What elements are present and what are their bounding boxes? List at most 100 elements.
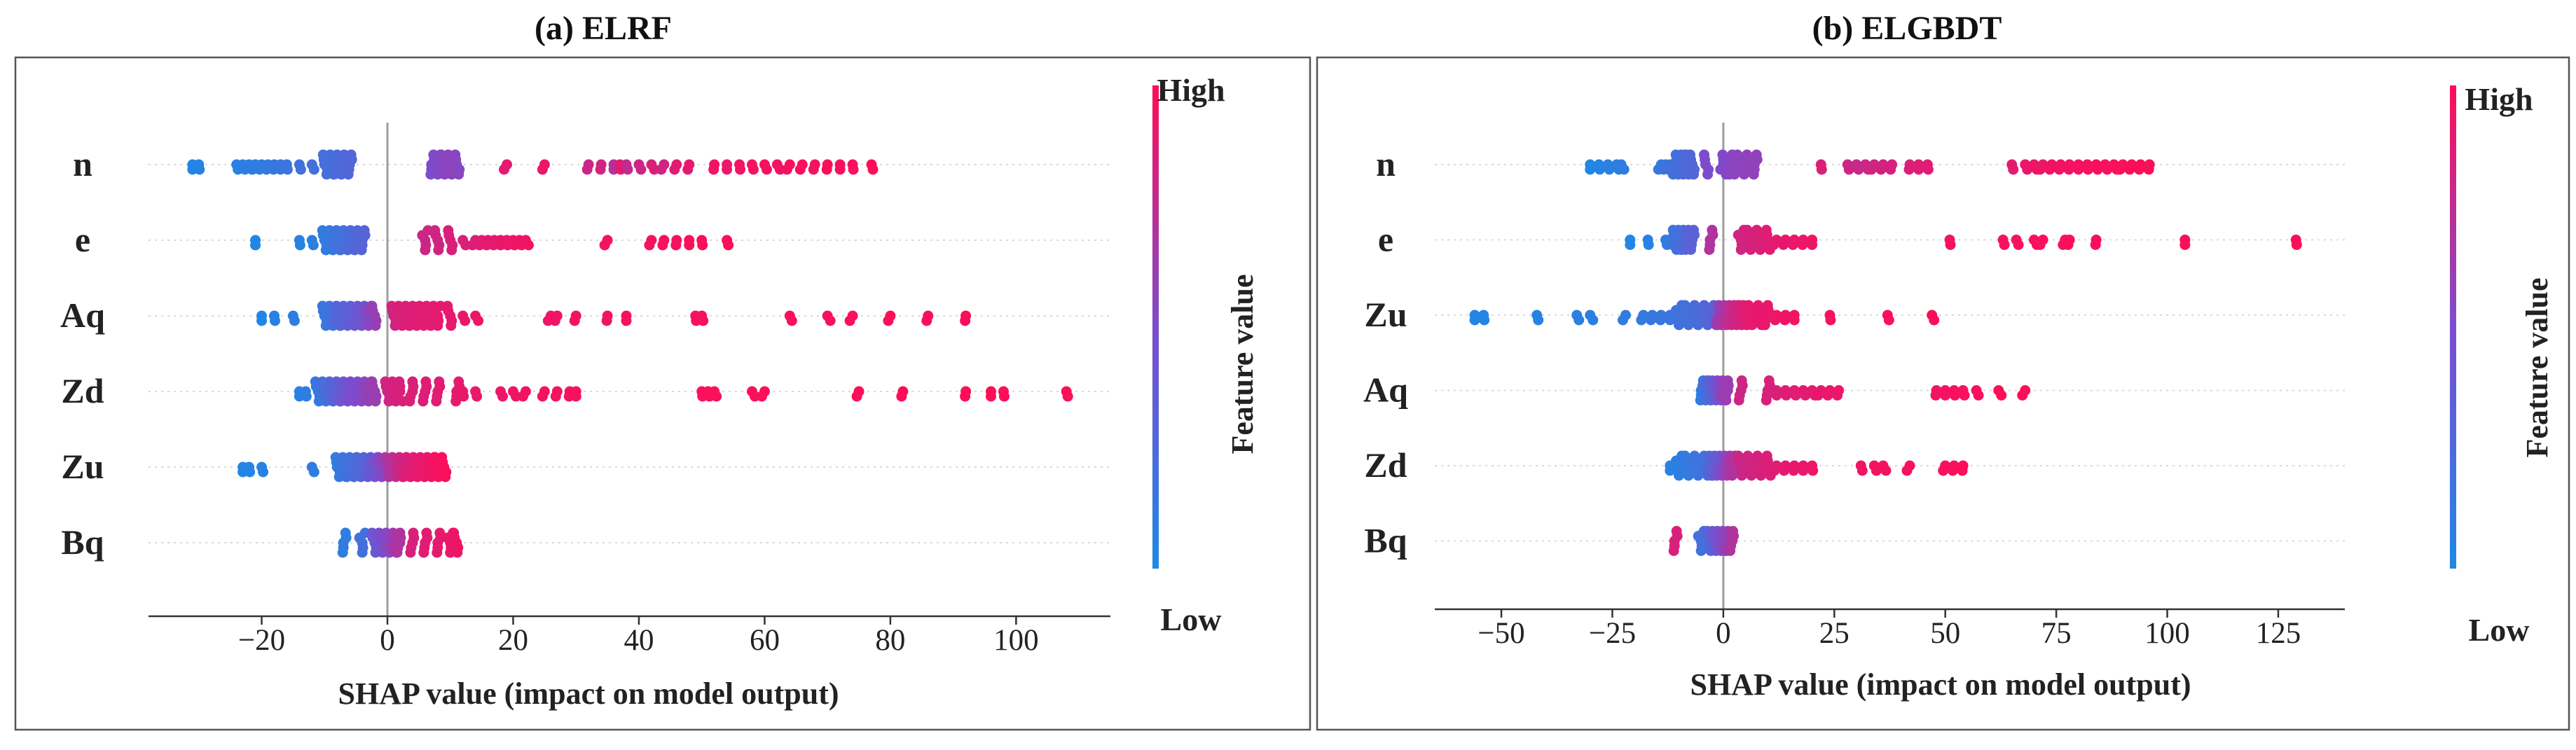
shap-point-zu xyxy=(1883,314,1894,326)
shap-point-aq xyxy=(442,300,453,312)
x-axis-label: SHAP value (impact on model output) xyxy=(1690,667,2191,702)
shap-point-zd xyxy=(1742,450,1754,461)
shap-point-bq xyxy=(408,527,419,539)
x-tick-label: 0 xyxy=(1716,617,1731,650)
colorbar xyxy=(1152,85,1159,569)
shap-point-bq xyxy=(405,547,416,558)
shap-point-aq xyxy=(1812,390,1824,401)
shap-point-n xyxy=(1913,164,1924,175)
shap-point-aq xyxy=(883,315,894,326)
shap-point-zd xyxy=(1727,470,1738,481)
shap-point-zd xyxy=(711,391,722,402)
shap-point-n xyxy=(499,164,510,175)
colorbar-title: Feature value xyxy=(2520,277,2554,457)
shap-point-e xyxy=(429,225,441,236)
shap-point-aq xyxy=(1949,390,1960,401)
shap-point-e xyxy=(1735,244,1747,255)
shap-point-n xyxy=(1885,164,1896,175)
shap-point-zd xyxy=(1857,465,1868,476)
shap-point-e xyxy=(2062,239,2074,250)
shap-point-zd xyxy=(1062,391,1073,402)
shap-point-n xyxy=(2134,164,2145,175)
shap-point-bq xyxy=(394,527,406,539)
x-tick-label: 100 xyxy=(2144,617,2190,650)
shap-point-zu xyxy=(1665,314,1676,326)
feature-rows: ne Zu Aq Zd Bq xyxy=(1363,144,2345,560)
shap-point-zu xyxy=(1779,314,1791,326)
shap-point-zd xyxy=(1752,450,1763,461)
shap-point-zd xyxy=(1788,465,1799,476)
shap-point-zd xyxy=(431,396,442,407)
shap-point-aq xyxy=(1790,390,1801,401)
shap-point-zd xyxy=(418,396,429,407)
shap-point-zd xyxy=(1880,465,1892,476)
feature-label-zu: Zu xyxy=(61,447,104,486)
shap-point-bq xyxy=(418,547,429,558)
shap-point-e xyxy=(446,244,457,256)
shap-point-n xyxy=(2063,164,2074,175)
shap-point-e xyxy=(1688,225,1700,235)
shap-point-zd xyxy=(420,376,432,387)
shap-point-e xyxy=(1625,239,1636,250)
shap-point-n xyxy=(1604,164,1615,175)
shap-point-zd xyxy=(1779,465,1790,476)
shap-point-zu xyxy=(1789,314,1800,326)
x-tick-label: 40 xyxy=(624,624,654,657)
x-tick-label: 25 xyxy=(1819,617,1850,650)
shap-point-zu xyxy=(436,452,448,463)
shap-point-zd xyxy=(1901,465,1913,476)
shap-point-zd xyxy=(1693,470,1704,481)
colorbar-high-label: High xyxy=(2465,81,2533,117)
shap-point-aq xyxy=(786,315,797,326)
panel-elgbdt: (b) ELGBDT ne Zu Aq Zd Bq −50 −25 0 25 50 75 100 12… xyxy=(1316,10,2570,731)
shap-point-zd xyxy=(985,391,996,402)
shap-point-aq xyxy=(1736,375,1747,386)
shap-point-n xyxy=(295,164,306,175)
shap-point-zu xyxy=(1617,314,1628,326)
shap-point-bq xyxy=(1725,546,1736,556)
shap-point-aq xyxy=(1771,390,1782,401)
shap-point-bq xyxy=(1728,526,1739,536)
shap-point-zu xyxy=(1825,314,1836,326)
shap-point-e xyxy=(1778,239,1789,250)
shap-point-zd xyxy=(1689,450,1700,461)
shap-point-aq xyxy=(1761,395,1772,405)
shap-point-zu xyxy=(1753,300,1764,311)
colorbar xyxy=(2450,85,2456,569)
feature-rows: ne Aq Zd Zu Bq xyxy=(60,144,1110,562)
shap-point-n xyxy=(781,164,792,175)
shap-point-e xyxy=(1768,239,1779,250)
shap-point-bq xyxy=(448,527,460,539)
shap-point-e xyxy=(1787,239,1798,250)
shap-point-n xyxy=(581,164,593,175)
feature-label-zu: Zu xyxy=(1364,295,1407,334)
shap-point-zd xyxy=(1733,450,1744,461)
shap-point-e xyxy=(644,239,655,251)
shap-point-e xyxy=(1945,239,1956,250)
shap-point-zu xyxy=(1699,300,1710,311)
shap-point-e xyxy=(1807,239,1818,250)
shap-point-n xyxy=(1843,164,1854,175)
shap-point-n xyxy=(282,164,293,175)
x-axis: −20 0 20 40 60 80 100 xyxy=(149,123,1110,657)
feature-label-n: n xyxy=(73,144,92,183)
shap-point-e xyxy=(1797,239,1808,250)
shap-point-zu xyxy=(1683,319,1694,331)
shap-point-zd xyxy=(896,391,907,402)
shap-point-n xyxy=(748,164,759,175)
shap-point-zu xyxy=(308,466,319,478)
shap-point-e xyxy=(723,239,734,251)
shap-point-e xyxy=(657,239,668,251)
shap-point-zd xyxy=(537,391,548,402)
shap-point-zd xyxy=(1807,465,1819,476)
x-tick-label: 60 xyxy=(750,624,780,657)
shap-point-n xyxy=(1685,149,1696,160)
shap-point-n xyxy=(1866,164,1877,175)
shap-point-n xyxy=(2114,164,2126,175)
x-tick-label: −20 xyxy=(238,624,285,657)
shap-point-zu xyxy=(1689,300,1700,311)
shap-point-aq xyxy=(1959,390,1970,401)
shap-point-e xyxy=(2034,239,2046,250)
shap-point-e xyxy=(443,225,454,236)
shap-point-n xyxy=(622,164,633,175)
